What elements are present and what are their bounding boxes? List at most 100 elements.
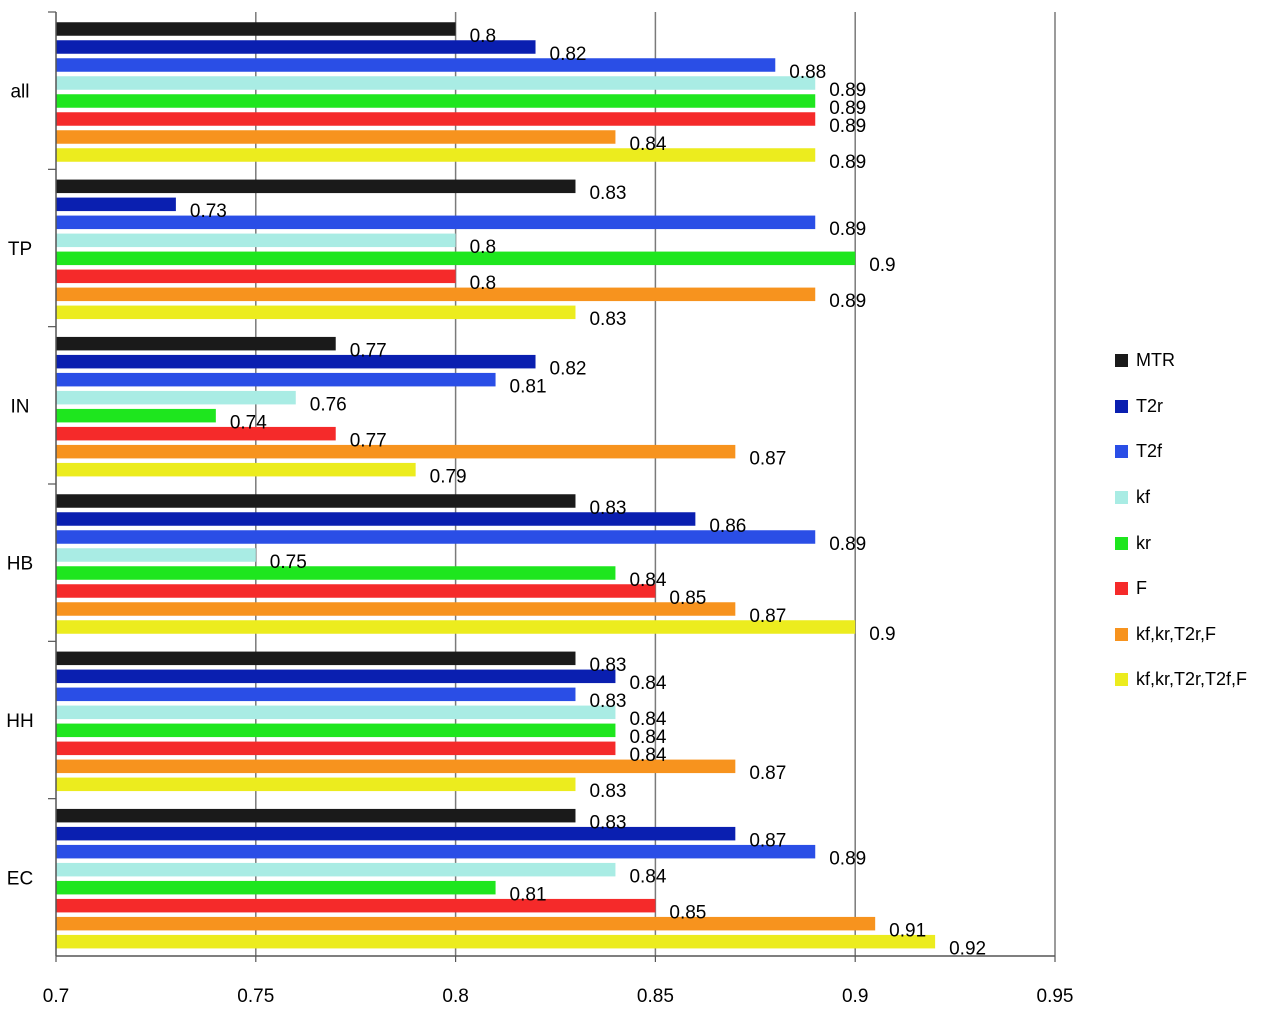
data-label: 0.81: [510, 884, 547, 905]
bar-HB-7: [56, 620, 856, 634]
data-label: 0.87: [749, 606, 786, 627]
bar-IN-4: [56, 408, 216, 423]
bar-TP-4: [56, 251, 856, 266]
y-category-label: IN: [11, 396, 30, 417]
bar-IN-1: [56, 354, 536, 369]
bar-HH-7: [56, 777, 576, 792]
data-label: 0.79: [430, 466, 467, 487]
data-label: 0.83: [589, 812, 626, 833]
legend-item: kf,kr,T2r,F: [1115, 612, 1280, 658]
data-label: 0.87: [749, 830, 786, 851]
bar-TP-5: [56, 269, 456, 284]
bar-all-2: [56, 58, 776, 72]
data-label: 0.83: [589, 691, 626, 712]
data-label: 0.85: [669, 588, 706, 609]
bar-HB-6: [56, 602, 736, 616]
legend-swatch: [1115, 627, 1128, 641]
bar-TP-2: [56, 215, 816, 230]
legend-swatch: [1115, 354, 1128, 368]
bar-HH-1: [56, 669, 616, 684]
bar-EC-4: [56, 880, 496, 895]
data-label: 0.84: [629, 134, 666, 155]
bar-HB-0: [56, 494, 576, 508]
bar-HB-2: [56, 530, 816, 544]
bar-HB-5: [56, 584, 656, 598]
data-label: 0.77: [350, 430, 387, 451]
data-label: 0.76: [310, 394, 347, 415]
x-tick-label: 0.7: [43, 986, 69, 1007]
data-label: 0.9: [869, 255, 895, 276]
data-label: 0.9: [869, 624, 895, 645]
bar-EC-2: [56, 844, 816, 859]
legend-swatch: [1115, 582, 1128, 596]
data-label: 0.92: [949, 938, 986, 959]
y-category-label: HB: [7, 554, 33, 575]
bar-all-0: [56, 22, 456, 36]
x-tick-label: 0.9: [842, 986, 868, 1007]
data-label: 0.82: [550, 44, 587, 65]
y-category-label: HH: [6, 711, 33, 732]
legend-item: MTR: [1115, 338, 1280, 384]
data-label: 0.84: [629, 570, 666, 591]
legend-item: F: [1115, 566, 1280, 612]
data-label: 0.87: [749, 448, 786, 469]
bar-IN-3: [56, 390, 296, 405]
bar-all-6: [56, 130, 616, 144]
data-label: 0.84: [629, 727, 666, 748]
bar-TP-0: [56, 179, 576, 194]
bar-all-1: [56, 40, 536, 54]
gridlines: [255, 12, 1056, 956]
bar-IN-7: [56, 462, 416, 477]
legend-label: kf: [1136, 487, 1151, 508]
bar-all-3: [56, 76, 816, 90]
legend-swatch: [1115, 491, 1128, 505]
data-label: 0.89: [829, 98, 866, 119]
legend-item: kr: [1115, 520, 1280, 566]
data-label: 0.89: [829, 152, 866, 173]
legend-swatch: [1115, 673, 1128, 687]
legend-label: T2f: [1136, 441, 1163, 462]
data-label: 0.87: [749, 763, 786, 784]
bar-HH-2: [56, 687, 576, 702]
data-label: 0.82: [550, 358, 587, 379]
data-label: 0.85: [669, 902, 706, 923]
bar-IN-6: [56, 444, 736, 459]
legend-label: kr: [1136, 532, 1151, 553]
data-label: 0.74: [230, 412, 267, 433]
bar-EC-5: [56, 898, 656, 913]
bars: [56, 22, 936, 949]
bar-HB-3: [56, 548, 256, 562]
data-label: 0.77: [350, 340, 387, 361]
data-label: 0.88: [789, 62, 826, 83]
bar-HB-4: [56, 566, 616, 580]
bar-HH-6: [56, 759, 736, 774]
data-label: 0.8: [470, 273, 496, 294]
bar-TP-7: [56, 305, 576, 320]
x-tick-label: 0.8: [442, 986, 468, 1007]
data-labels: 0.80.820.880.890.890.890.840.890.830.730…: [190, 26, 986, 960]
data-label: 0.89: [829, 848, 866, 869]
axes: 0.7 0.75 0.8 0.85 0.9 0.95 all TP IN HB HH EC: [6, 11, 1074, 1007]
data-label: 0.73: [190, 201, 227, 222]
bar-all-7: [56, 148, 816, 162]
data-label: 0.81: [510, 376, 547, 397]
y-category-label: EC: [7, 868, 33, 889]
legend-swatch: [1115, 445, 1128, 459]
x-tick-label: 0.95: [1037, 986, 1074, 1007]
bar-IN-0: [56, 336, 336, 351]
data-label: 0.84: [629, 745, 666, 766]
data-label: 0.86: [709, 516, 746, 537]
bar-EC-7: [56, 934, 936, 949]
x-tick-label: 0.85: [637, 986, 674, 1007]
legend-item: T2r: [1115, 384, 1280, 430]
legend-label: kf,kr,T2r,T2f,F: [1136, 669, 1248, 690]
bar-EC-0: [56, 808, 576, 823]
legend-swatch: [1115, 536, 1128, 550]
y-category-label: TP: [8, 239, 32, 260]
data-label: 0.91: [889, 920, 926, 941]
legend-label: T2r: [1136, 395, 1163, 416]
bar-HH-3: [56, 705, 616, 720]
bar-IN-5: [56, 426, 336, 441]
